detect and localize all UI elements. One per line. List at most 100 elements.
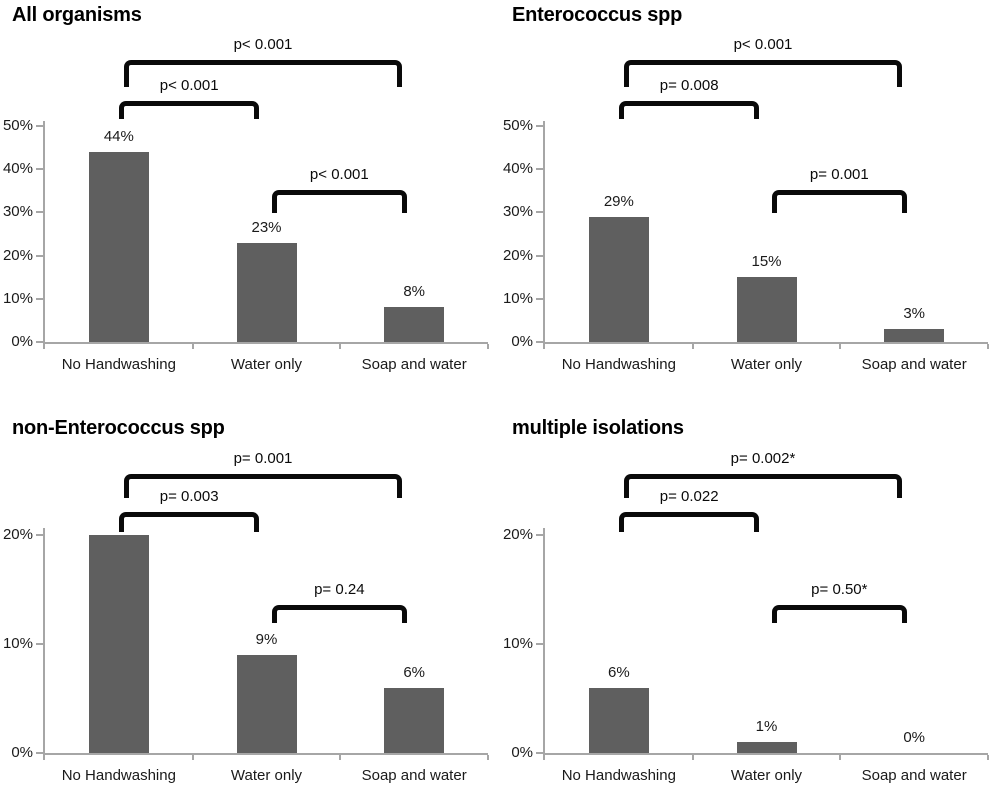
y-axis-tick: [36, 752, 43, 754]
significance-bracket: [771, 605, 908, 623]
p-value-label: p= 0.022: [659, 488, 719, 505]
bar-value-label: 15%: [751, 253, 782, 271]
category-label: No Handwashing: [561, 767, 676, 784]
y-axis-tick: [536, 534, 543, 536]
bar-water-only: [236, 242, 297, 342]
p-value-label: p< 0.001: [233, 36, 293, 53]
bar-value-label: 3%: [903, 305, 925, 323]
p-value-label: p= 0.001: [809, 166, 869, 183]
chart-title-enterococcus: Enterococcus spp: [512, 4, 683, 26]
category-label: Water only: [730, 767, 803, 784]
y-axis-tick-label: 50%: [2, 117, 33, 134]
category-label: Soap and water: [361, 356, 467, 373]
y-axis-tick-label: 0%: [11, 333, 33, 350]
x-axis-tick: [487, 344, 489, 349]
y-axis-line: [43, 528, 45, 755]
x-axis-tick: [339, 755, 342, 760]
p-value-label: p= 0.002*: [730, 450, 796, 467]
p-value-label: p< 0.001: [159, 77, 219, 94]
significance-bracket: [271, 605, 408, 623]
y-axis-tick-label: 10%: [502, 635, 533, 652]
y-axis-line: [543, 121, 545, 344]
y-axis-tick-label: 50%: [502, 117, 533, 134]
significance-bracket: [123, 474, 403, 498]
bar-value-label: 9%: [255, 630, 278, 648]
y-axis-tick-label: 0%: [511, 333, 533, 350]
bar-no-handwashing: [588, 687, 649, 753]
x-axis-tick: [543, 755, 545, 760]
chart-plot-enterococcus: 0% 10% 20% 30% 40% 50% 29% No Handwashing 15% Wat…: [500, 0, 1000, 395]
category-label: No Handwashing: [61, 767, 176, 784]
y-axis-tick: [36, 125, 43, 127]
y-axis-tick: [36, 534, 43, 536]
bar-value-label: 6%: [607, 663, 630, 681]
bar-soap-and-water: [884, 329, 945, 342]
category-label: Water only: [230, 767, 303, 784]
x-axis-tick: [191, 755, 194, 760]
chart-title-non-enterococcus: non-Enterococcus spp: [12, 417, 225, 439]
bar-water-only: [736, 277, 797, 342]
x-axis-line: [543, 342, 988, 344]
y-axis-tick: [536, 125, 543, 127]
y-axis-tick: [536, 168, 543, 171]
category-label: Water only: [230, 356, 303, 373]
panel-all-organisms: All organisms 0% 10% 20% 30% 40% 50% 44% No Han…: [0, 0, 500, 395]
bar-value-label: 44%: [103, 127, 134, 145]
y-axis-tick: [536, 254, 543, 257]
y-axis-tick: [36, 211, 43, 214]
y-axis-tick-label: 20%: [2, 246, 33, 264]
x-axis-tick: [339, 344, 342, 349]
y-axis-tick-label: 10%: [502, 289, 533, 307]
significance-bracket: [118, 101, 260, 119]
y-axis-tick: [536, 643, 543, 645]
x-axis-tick: [691, 755, 694, 760]
p-value-label: p= 0.003: [159, 488, 219, 505]
y-axis-line: [543, 528, 545, 755]
y-axis-tick-label: 30%: [502, 203, 533, 221]
x-axis-tick: [987, 755, 989, 760]
category-label: No Handwashing: [561, 356, 676, 373]
x-axis-tick: [191, 344, 194, 349]
y-axis-tick: [36, 341, 43, 343]
bar-value-label: 29%: [603, 192, 634, 210]
y-axis-tick-label: 40%: [2, 160, 33, 178]
panel-multiple-isolations: multiple isolations 0% 10% 20% 6% No Handwas…: [500, 395, 1000, 791]
chart-title-multiple-isolations: multiple isolations: [512, 417, 684, 439]
significance-bracket: [618, 512, 760, 532]
y-axis-tick-label: 0%: [511, 744, 533, 761]
panel-non-enterococcus: non-Enterococcus spp 0% 10% 20% No Handwash…: [0, 395, 500, 791]
bar-soap-and-water: [384, 307, 445, 342]
x-axis-line: [543, 753, 988, 755]
y-axis-tick: [36, 643, 43, 645]
panel-enterococcus: Enterococcus spp 0% 10% 20% 30% 40% 50% 29% No …: [500, 0, 1000, 395]
y-axis-tick-label: 10%: [2, 289, 33, 307]
bar-water-only: [236, 654, 297, 753]
significance-bracket: [271, 190, 408, 213]
bar-soap-and-water: [384, 687, 445, 753]
y-axis-tick: [536, 752, 543, 754]
x-axis-tick: [839, 344, 842, 349]
p-value-label: p= 0.008: [659, 77, 719, 94]
x-axis-line: [43, 753, 488, 755]
bar-no-handwashing: [88, 151, 149, 342]
significance-bracket: [623, 60, 903, 87]
y-axis-tick: [536, 211, 543, 214]
category-label: No Handwashing: [61, 356, 176, 373]
significance-bracket: [618, 101, 760, 119]
y-axis-tick: [36, 254, 43, 257]
y-axis-tick: [36, 297, 43, 300]
significance-bracket: [118, 512, 260, 532]
bar-value-label: 0%: [903, 729, 925, 746]
p-value-label: p< 0.001: [733, 36, 793, 53]
bar-water-only: [736, 742, 797, 753]
y-axis-tick-label: 20%: [2, 526, 33, 543]
x-axis-line: [43, 342, 488, 344]
bar-no-handwashing: [588, 216, 649, 342]
category-label: Water only: [730, 356, 803, 373]
chart-title-all-organisms: All organisms: [12, 4, 142, 26]
category-label: Soap and water: [361, 767, 467, 784]
chart-plot-multiple-isolations: 0% 10% 20% 6% No Handwashing 1% Water only 0% So…: [500, 395, 1000, 791]
bar-value-label: 1%: [755, 718, 778, 736]
chart-plot-non-enterococcus: 0% 10% 20% No Handwashing 9% Water only 6% Soap…: [0, 395, 500, 791]
